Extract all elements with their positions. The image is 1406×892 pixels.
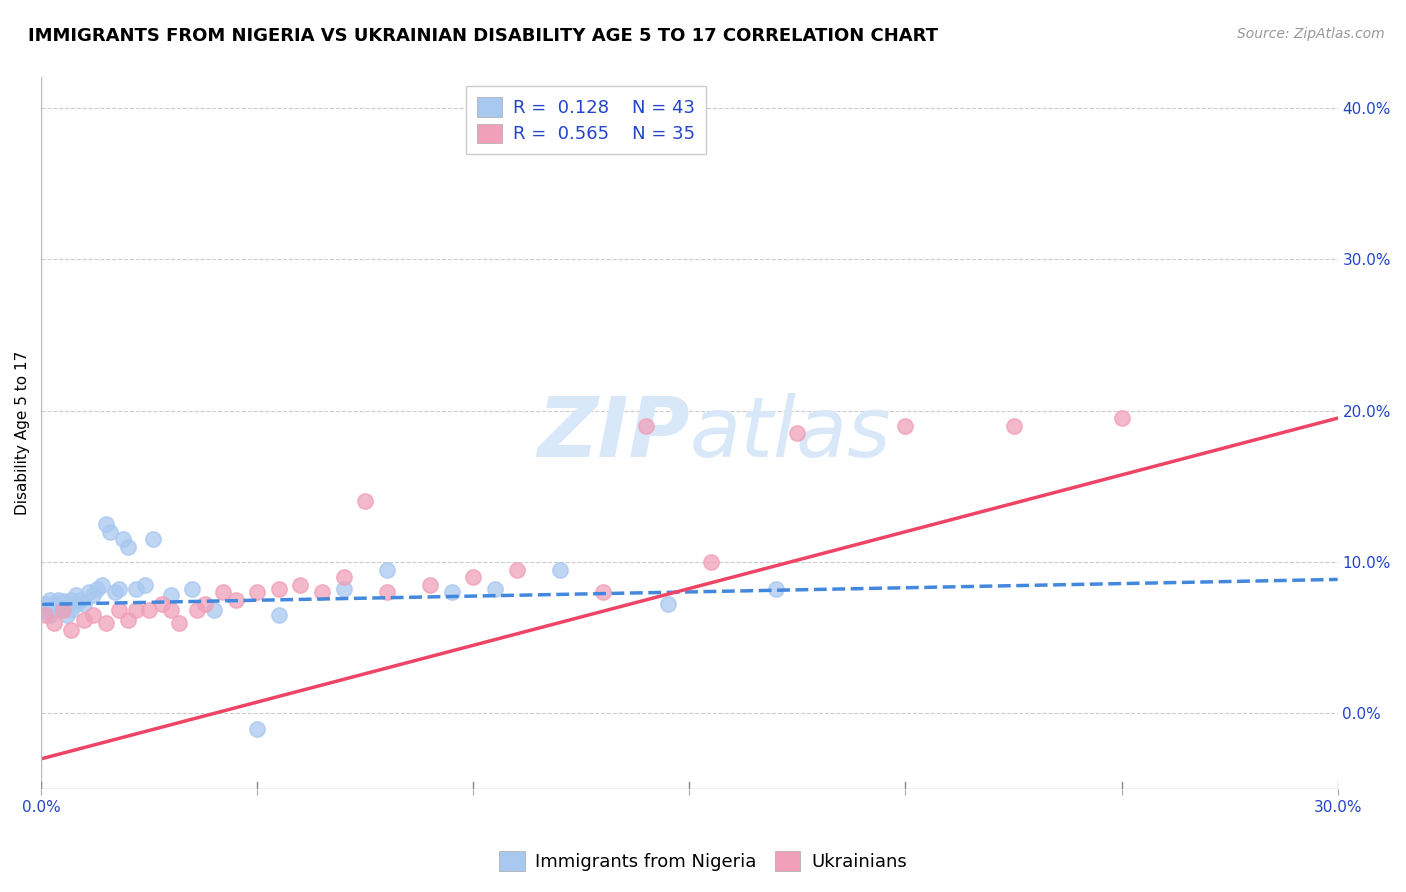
Point [56, 600, 79, 615]
Point [592, 585, 614, 599]
Point [82, 588, 104, 602]
Text: ZIP: ZIP [537, 392, 689, 474]
Point [108, 582, 131, 597]
Point [159, 588, 181, 602]
Text: Source: ZipAtlas.com: Source: ZipAtlas.com [1237, 27, 1385, 41]
Point [246, 585, 269, 599]
Point [786, 426, 808, 441]
Point [194, 598, 217, 612]
Point [117, 613, 139, 627]
Point [202, 603, 225, 617]
Point [86, 582, 108, 597]
Point [69, 592, 91, 607]
Point [73, 598, 96, 612]
Point [290, 578, 312, 592]
Point [1002, 418, 1025, 433]
Point [42, 598, 65, 612]
Point [311, 585, 333, 599]
Point [42, 603, 65, 617]
Point [52, 603, 75, 617]
Point [375, 563, 398, 577]
Point [82, 607, 104, 622]
Point [94, 517, 117, 532]
Point [38, 592, 60, 607]
Point [225, 592, 247, 607]
Point [700, 555, 723, 569]
Text: IMMIGRANTS FROM NIGERIA VS UKRAINIAN DISABILITY AGE 5 TO 17 CORRELATION CHART: IMMIGRANTS FROM NIGERIA VS UKRAINIAN DIS… [28, 27, 938, 45]
Point [60, 592, 83, 607]
Point [52, 603, 75, 617]
Point [125, 603, 148, 617]
Point [181, 582, 204, 597]
Point [56, 607, 79, 622]
Point [65, 588, 87, 602]
Point [60, 623, 83, 637]
Point [354, 494, 377, 508]
Point [142, 533, 165, 547]
Point [98, 524, 121, 539]
Point [267, 607, 290, 622]
Point [90, 578, 112, 592]
Point [169, 615, 191, 630]
Point [159, 603, 181, 617]
Point [103, 585, 125, 599]
Point [34, 598, 56, 612]
Point [484, 582, 506, 597]
Point [48, 592, 70, 607]
Point [38, 607, 60, 622]
Point [505, 563, 527, 577]
Point [332, 582, 354, 597]
Point [246, 722, 269, 736]
Point [108, 603, 131, 617]
Point [150, 598, 173, 612]
Point [52, 594, 75, 608]
Point [1111, 411, 1133, 425]
Point [419, 578, 441, 592]
Point [894, 418, 917, 433]
Legend: R =  0.128    N = 43, R =  0.565    N = 35: R = 0.128 N = 43, R = 0.565 N = 35 [465, 87, 706, 154]
Point [548, 563, 571, 577]
Point [138, 603, 160, 617]
Point [42, 615, 65, 630]
Point [375, 585, 398, 599]
Point [134, 578, 156, 592]
Point [73, 613, 96, 627]
Point [77, 585, 100, 599]
Point [657, 598, 679, 612]
Y-axis label: Disability Age 5 to 17: Disability Age 5 to 17 [15, 351, 30, 516]
Point [125, 582, 148, 597]
Point [94, 615, 117, 630]
Point [65, 598, 87, 612]
Point [463, 570, 485, 584]
Point [112, 533, 135, 547]
Text: atlas: atlas [689, 392, 891, 474]
Point [440, 585, 463, 599]
Point [765, 582, 787, 597]
Legend: Immigrants from Nigeria, Ukrainians: Immigrants from Nigeria, Ukrainians [492, 844, 914, 879]
Point [34, 603, 56, 617]
Point [636, 418, 658, 433]
Point [211, 585, 233, 599]
Point [267, 582, 290, 597]
Point [332, 570, 354, 584]
Point [48, 600, 70, 615]
Point [117, 540, 139, 554]
Point [60, 603, 83, 617]
Point [186, 603, 208, 617]
Point [34, 607, 56, 622]
